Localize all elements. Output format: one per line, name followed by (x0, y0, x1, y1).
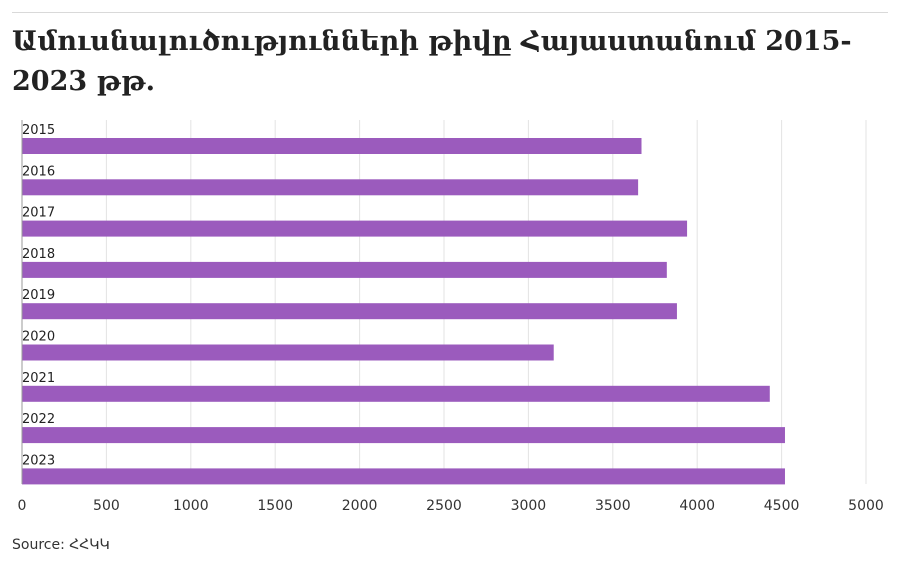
x-tick-label: 3500 (595, 498, 631, 514)
category-label: 2022 (22, 412, 55, 427)
category-label: 2023 (22, 453, 55, 468)
top-rule (12, 12, 888, 13)
x-axis: 0 500 1000 1500 2000 2500 3000 3500 4000 4500 5000 (18, 120, 884, 514)
bar-2016 (22, 179, 639, 196)
bar-2020 (22, 344, 554, 361)
category-label: 2017 (22, 206, 55, 221)
x-tick-label: 5000 (848, 498, 884, 514)
x-tick-label: 0 (18, 498, 27, 514)
category-label: 2020 (22, 330, 55, 345)
bar-2017 (22, 220, 688, 237)
bar-2021 (22, 385, 770, 402)
bars (22, 138, 785, 485)
category-label: 2018 (22, 247, 55, 262)
chart-title: Ամուսնալուծությունների թիվը Հայաստանում … (12, 26, 852, 97)
x-tick-label: 2000 (342, 498, 378, 514)
category-label: 2016 (22, 164, 55, 179)
x-tick-label: 4500 (764, 498, 800, 514)
x-tick-label: 1000 (173, 498, 209, 514)
x-tick-label: 2500 (426, 498, 462, 514)
bar-2022 (22, 427, 785, 444)
bar-2023 (22, 468, 785, 485)
category-label: 2019 (22, 288, 55, 303)
category-label: 2015 (22, 123, 55, 138)
x-tick-label: 500 (93, 498, 120, 514)
category-labels: 2015 2016 2017 2018 2019 2020 2021 2022 2023 (22, 123, 55, 468)
x-tick-label: 4000 (679, 498, 715, 514)
bar-2018 (22, 261, 667, 278)
bar-2015 (22, 138, 642, 154)
x-tick-label: 3000 (511, 498, 547, 514)
source-note: Source: ՀՀԿԿ (12, 537, 110, 553)
category-label: 2021 (22, 371, 55, 386)
x-tick-label: 1500 (257, 498, 293, 514)
bar-2019 (22, 303, 677, 320)
